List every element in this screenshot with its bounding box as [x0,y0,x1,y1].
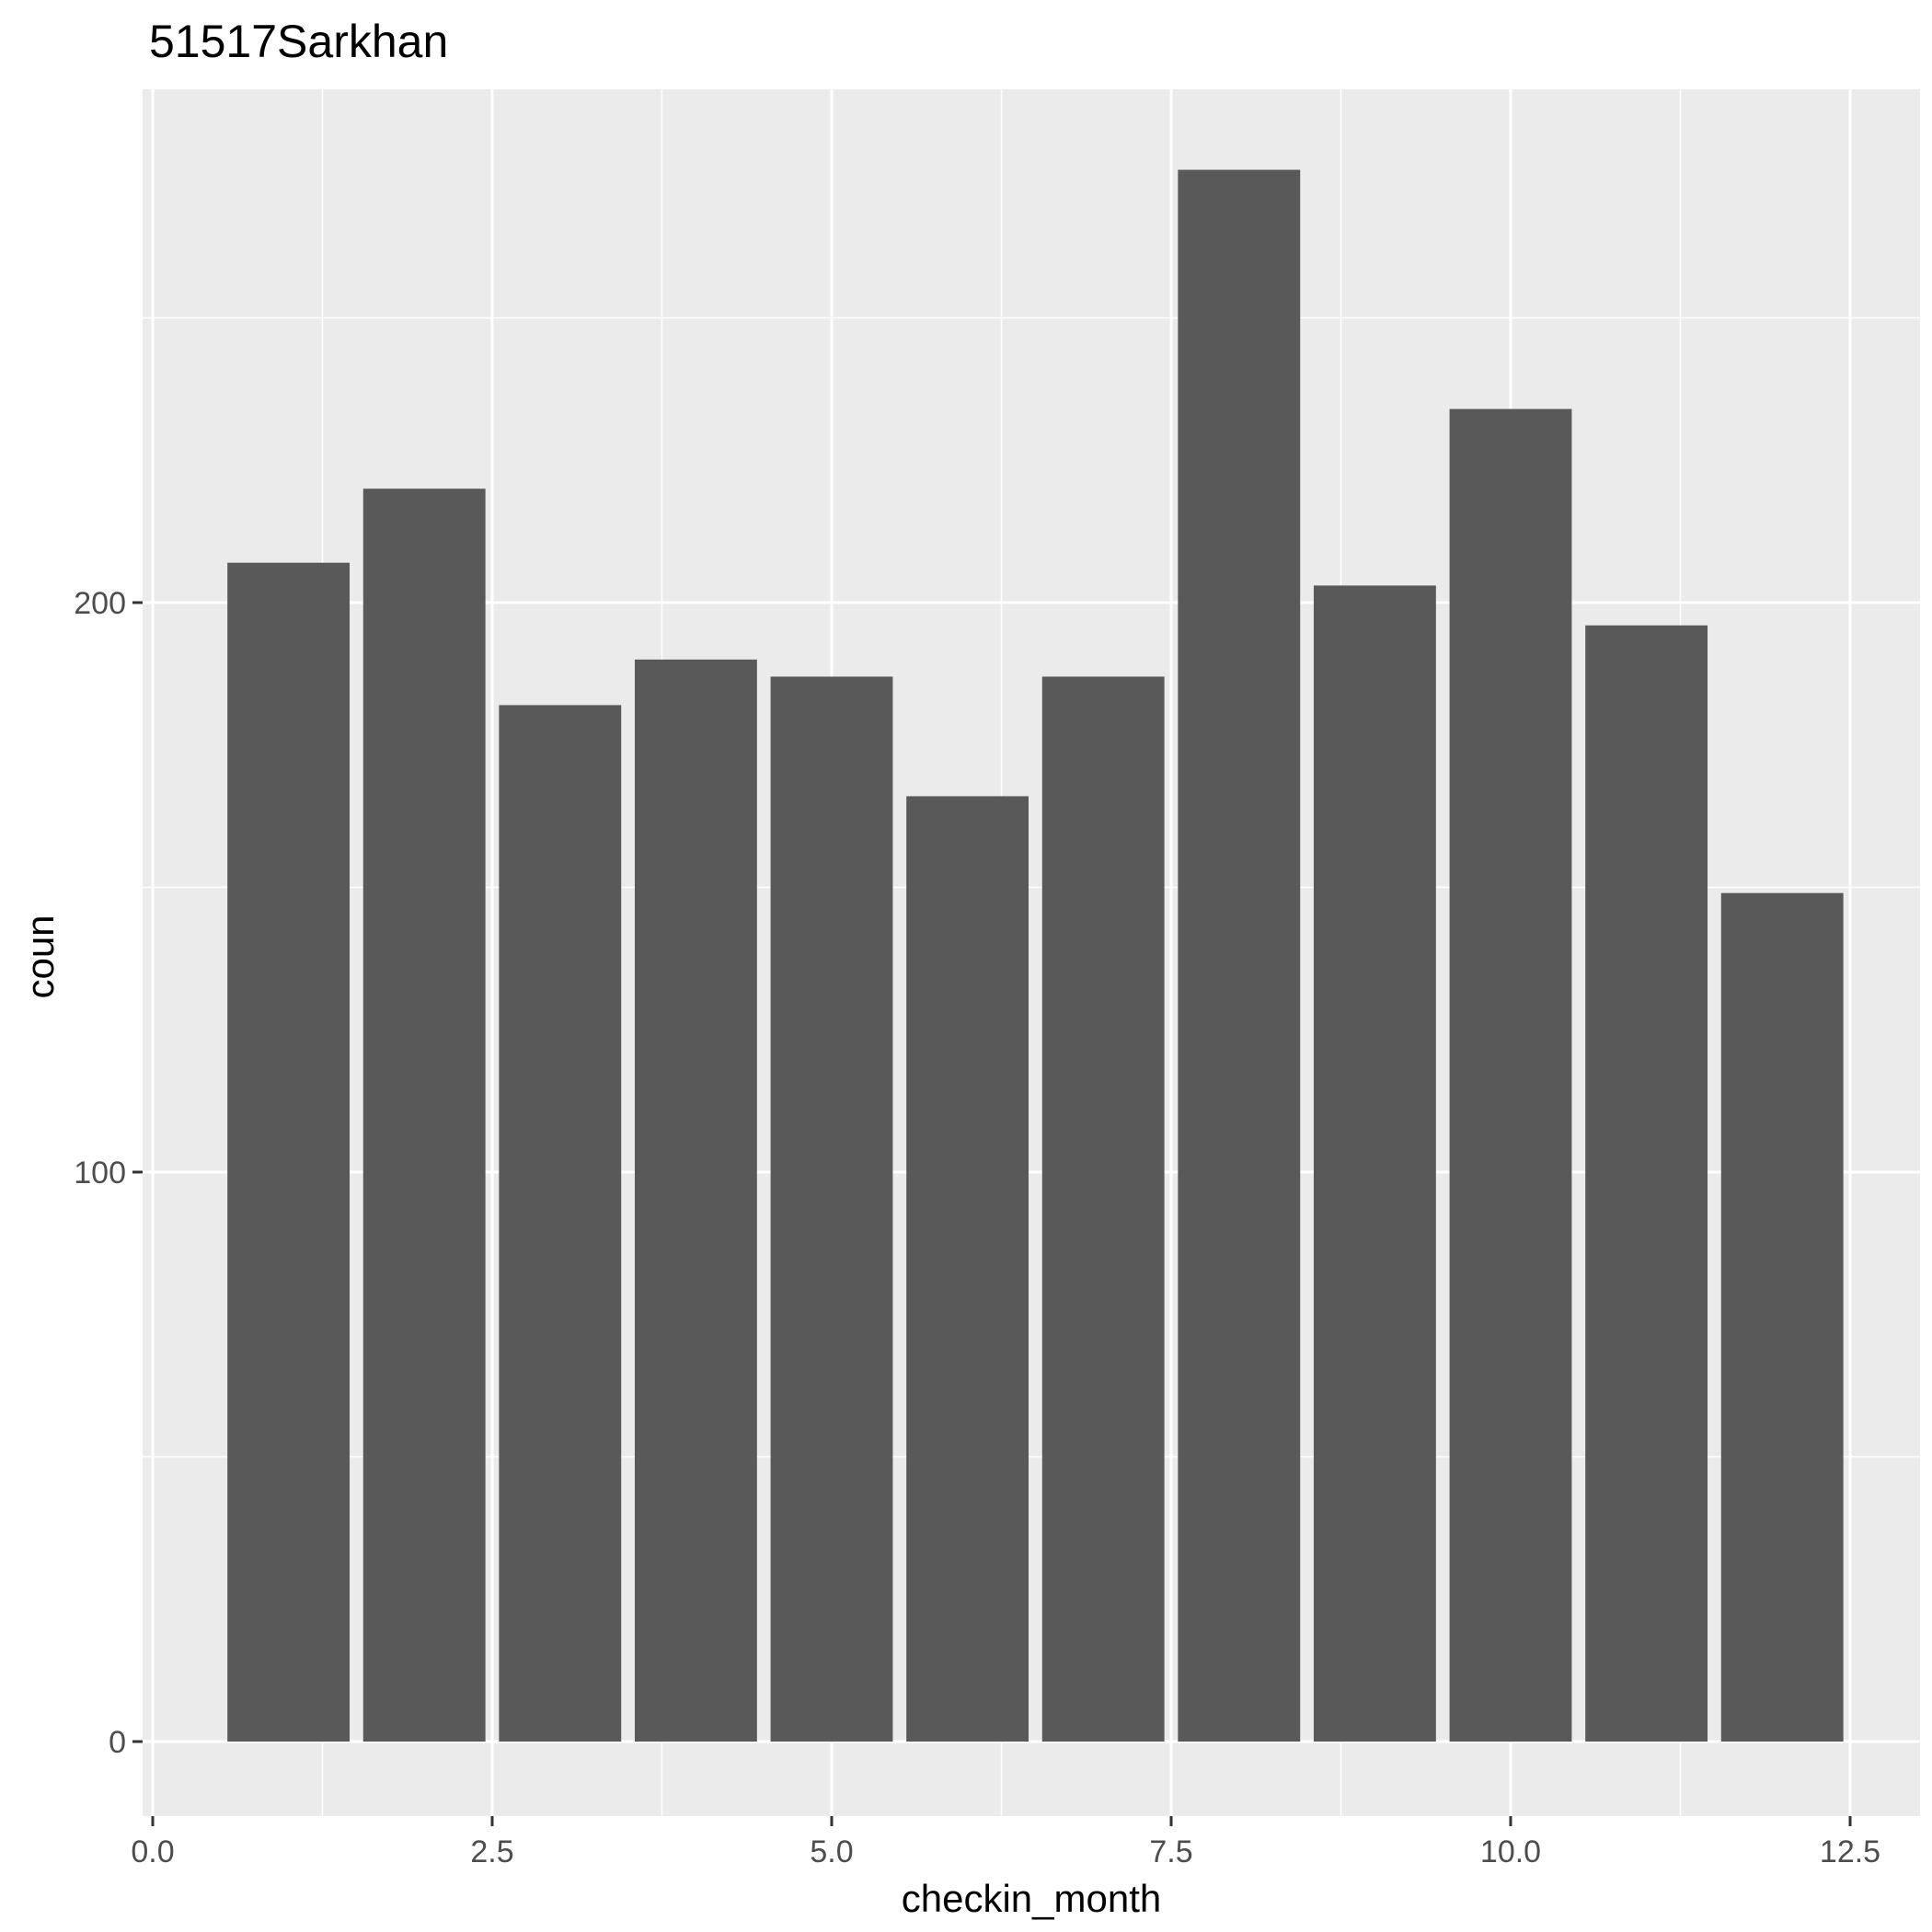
y-axis-title: coun [18,914,62,998]
x-tick-label: 2.5 [470,1834,513,1869]
chart-title: 51517Sarkhan [149,16,448,67]
bars [227,169,1844,1742]
bar [1313,585,1436,1742]
x-tick-label: 7.5 [1149,1834,1192,1869]
bar [1178,169,1301,1742]
bar [362,489,486,1742]
x-axis: 0.0 2.5 5.0 7.5 10.0 12.5 [131,1816,1880,1869]
bar [227,562,351,1742]
bar [1720,892,1844,1742]
bar [1449,408,1572,1742]
x-tick-label: 0.0 [131,1834,174,1869]
y-tick-label: 0 [109,1725,126,1760]
bar [770,676,893,1742]
y-tick-label: 200 [74,586,126,621]
bar [1041,676,1165,1742]
y-axis: 0 100 200 [74,586,143,1760]
x-tick-label: 5.0 [810,1834,853,1869]
bar [1585,625,1708,1742]
x-tick-label: 10.0 [1480,1834,1541,1869]
x-axis-title: checkin_month [902,1877,1162,1920]
bar [906,796,1029,1742]
bar [634,659,757,1742]
x-tick-label: 12.5 [1820,1834,1880,1869]
bar [499,705,622,1742]
y-tick-label: 100 [74,1156,126,1190]
